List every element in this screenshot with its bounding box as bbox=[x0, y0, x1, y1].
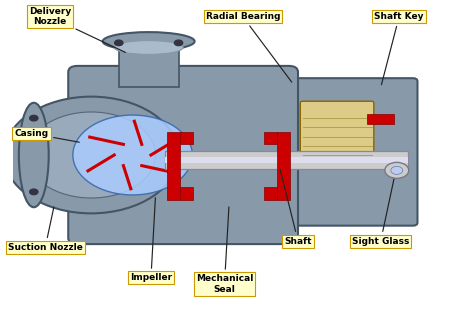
FancyBboxPatch shape bbox=[68, 66, 298, 244]
Ellipse shape bbox=[19, 103, 49, 207]
Text: Impeller: Impeller bbox=[130, 198, 172, 282]
FancyBboxPatch shape bbox=[119, 41, 179, 87]
FancyBboxPatch shape bbox=[367, 113, 394, 124]
FancyBboxPatch shape bbox=[264, 132, 277, 144]
Circle shape bbox=[115, 40, 123, 46]
FancyBboxPatch shape bbox=[167, 132, 180, 200]
Circle shape bbox=[30, 189, 38, 195]
Text: Shaft Key: Shaft Key bbox=[374, 12, 424, 85]
FancyBboxPatch shape bbox=[271, 78, 418, 226]
Circle shape bbox=[27, 112, 155, 198]
Circle shape bbox=[385, 162, 409, 178]
Text: Casing: Casing bbox=[14, 129, 79, 142]
FancyBboxPatch shape bbox=[165, 151, 408, 169]
Ellipse shape bbox=[103, 32, 195, 51]
Text: Radial Bearing: Radial Bearing bbox=[206, 12, 292, 82]
Text: Suction Nozzle: Suction Nozzle bbox=[8, 207, 83, 252]
Text: Delivery
Nozzle: Delivery Nozzle bbox=[29, 7, 126, 52]
Circle shape bbox=[4, 97, 179, 213]
FancyBboxPatch shape bbox=[165, 157, 408, 163]
FancyBboxPatch shape bbox=[264, 187, 277, 200]
FancyBboxPatch shape bbox=[301, 101, 374, 166]
Text: Sight Glass: Sight Glass bbox=[352, 179, 410, 246]
FancyBboxPatch shape bbox=[277, 132, 290, 200]
FancyBboxPatch shape bbox=[180, 132, 193, 144]
Circle shape bbox=[391, 166, 403, 174]
Circle shape bbox=[73, 115, 192, 195]
Ellipse shape bbox=[114, 41, 183, 54]
Text: Shaft: Shaft bbox=[280, 170, 312, 246]
Circle shape bbox=[30, 115, 38, 121]
Circle shape bbox=[174, 40, 182, 46]
FancyBboxPatch shape bbox=[180, 187, 193, 200]
Text: Mechanical
Seal: Mechanical Seal bbox=[196, 207, 253, 294]
